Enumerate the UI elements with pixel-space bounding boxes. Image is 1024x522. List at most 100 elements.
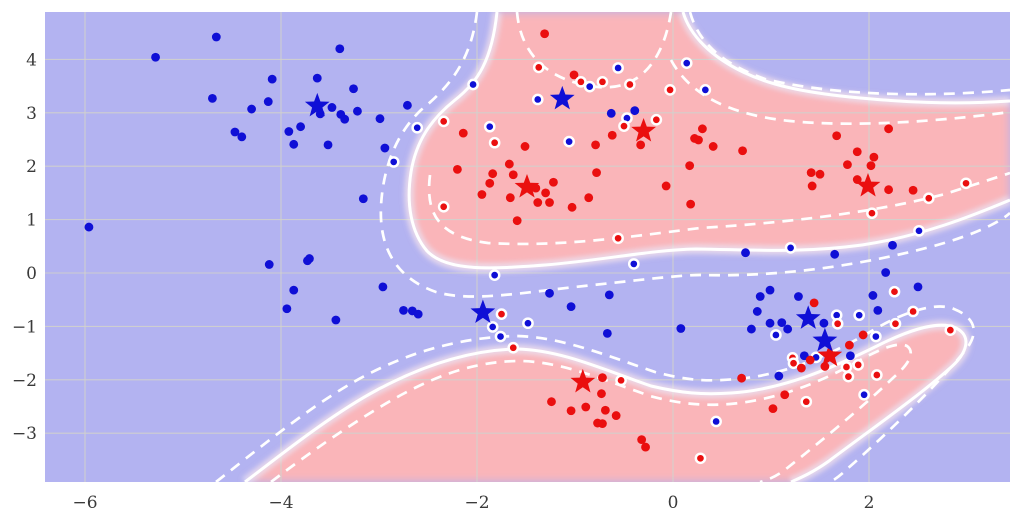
data-point-class-red <box>549 177 558 187</box>
data-point-class-red <box>607 130 617 140</box>
data-point-class-red <box>569 70 579 80</box>
support-vector-point-class-blue <box>770 329 782 341</box>
data-point-class-red <box>567 202 577 212</box>
data-point-class-blue <box>327 103 337 112</box>
decision-boundary-line <box>407 12 1010 270</box>
plot-region <box>45 12 1010 482</box>
data-point-class-blue <box>630 106 640 116</box>
data-point-class-blue <box>774 371 784 381</box>
support-vector-point-class-red <box>495 308 508 320</box>
data-point-class-red <box>738 146 747 156</box>
data-point-class-blue <box>747 324 756 334</box>
data-point-class-red <box>698 124 707 134</box>
data-point-class-blue <box>399 305 408 315</box>
data-point-class-red <box>809 298 819 308</box>
support-vector-point-class-red <box>907 305 919 318</box>
margin-dashed-outer <box>215 305 976 482</box>
support-vector-point-class-red <box>612 232 624 245</box>
data-point-class-blue <box>755 292 765 301</box>
support-vector-point-class-red <box>800 395 813 408</box>
support-vector-point-class-red <box>437 115 450 128</box>
support-vector-point-class-red <box>596 75 609 88</box>
data-point-class-blue <box>289 139 299 149</box>
data-point-class-red <box>908 185 918 195</box>
support-vector-point-class-red <box>618 120 630 133</box>
support-vector-point-class-red <box>787 357 800 370</box>
support-vector-point-class-blue <box>563 135 575 148</box>
data-point-class-red <box>458 128 468 138</box>
data-point-class-red <box>685 161 695 171</box>
data-point-class-red <box>737 373 746 383</box>
data-point-class-blue <box>913 282 923 292</box>
data-point-class-red <box>852 175 862 184</box>
data-point-class-red <box>505 193 515 203</box>
data-point-class-red <box>600 405 610 415</box>
centroid-star-blue <box>304 92 330 117</box>
centroid-star-red <box>817 342 843 367</box>
support-vector-point-class-red <box>866 207 878 220</box>
support-vector-point-class-red <box>650 113 663 126</box>
data-point-class-blue <box>765 318 775 328</box>
data-point-class-red <box>488 169 498 179</box>
data-point-class-red <box>884 124 893 134</box>
data-point-class-red <box>477 190 487 199</box>
y-tick-label: 3 <box>26 104 37 124</box>
support-vector-point-class-red <box>624 78 636 91</box>
centroid-star-blue <box>549 85 575 110</box>
support-vector-point-class-red <box>831 317 844 330</box>
data-point-class-blue <box>378 282 388 292</box>
data-point-class-blue <box>888 240 897 250</box>
data-point-class-red <box>852 147 862 157</box>
data-point-class-blue <box>237 132 247 142</box>
support-vector-point-class-red <box>922 192 935 205</box>
support-vector-point-class-blue <box>858 388 870 401</box>
data-point-class-red <box>533 198 543 207</box>
y-tick-label: −3 <box>12 424 37 444</box>
margin-dashed-inner <box>270 343 912 482</box>
support-vector-point-class-blue <box>853 309 866 322</box>
data-point-class-red <box>641 442 650 452</box>
data-point-class-red <box>869 152 879 162</box>
support-vector-point-class-blue <box>411 121 424 134</box>
y-tick-label: 4 <box>26 50 37 70</box>
support-vector-point-class-blue <box>467 78 479 91</box>
data-point-class-blue <box>84 222 94 232</box>
support-vector-point-class-blue <box>627 258 640 270</box>
data-point-class-red <box>485 178 495 188</box>
support-vector-point-class-red <box>694 452 707 465</box>
centroid-star-red <box>514 174 540 198</box>
support-vector-point-class-blue <box>483 120 496 133</box>
y-tick-label: 1 <box>26 211 37 231</box>
support-vector-point-class-red <box>944 324 957 336</box>
support-vector-point-class-red <box>437 200 450 213</box>
y-tick-label: −2 <box>12 371 37 391</box>
data-point-class-red <box>541 188 550 198</box>
support-vector-point-class-blue <box>531 93 544 106</box>
data-point-class-blue <box>264 260 274 269</box>
support-vector-point-class-red <box>960 177 972 190</box>
support-vector-point-class-blue <box>494 330 507 343</box>
support-vector-point-class-red <box>888 285 901 298</box>
data-point-class-blue <box>151 52 160 62</box>
data-point-class-red <box>806 168 816 178</box>
data-point-class-blue <box>741 248 750 258</box>
centroid-star-blue <box>795 305 821 329</box>
data-point-class-blue <box>349 84 358 94</box>
support-vector-point-class-blue <box>612 62 624 74</box>
data-point-class-blue <box>881 268 891 277</box>
data-point-class-red <box>566 406 576 416</box>
support-vector-point-class-blue <box>583 80 596 93</box>
support-vector-point-class-blue <box>784 242 797 254</box>
centroid-star-red <box>631 118 656 142</box>
data-point-class-blue <box>296 122 305 132</box>
support-vector-point-class-blue <box>870 330 882 343</box>
data-point-class-blue <box>267 74 277 84</box>
data-point-class-blue <box>413 309 423 319</box>
data-point-class-red <box>545 198 554 207</box>
support-vector-point-class-red <box>840 361 853 373</box>
region-pink <box>245 325 966 482</box>
data-point-class-red <box>690 134 699 143</box>
data-point-class-red <box>520 142 530 151</box>
data-point-class-red <box>591 140 600 150</box>
